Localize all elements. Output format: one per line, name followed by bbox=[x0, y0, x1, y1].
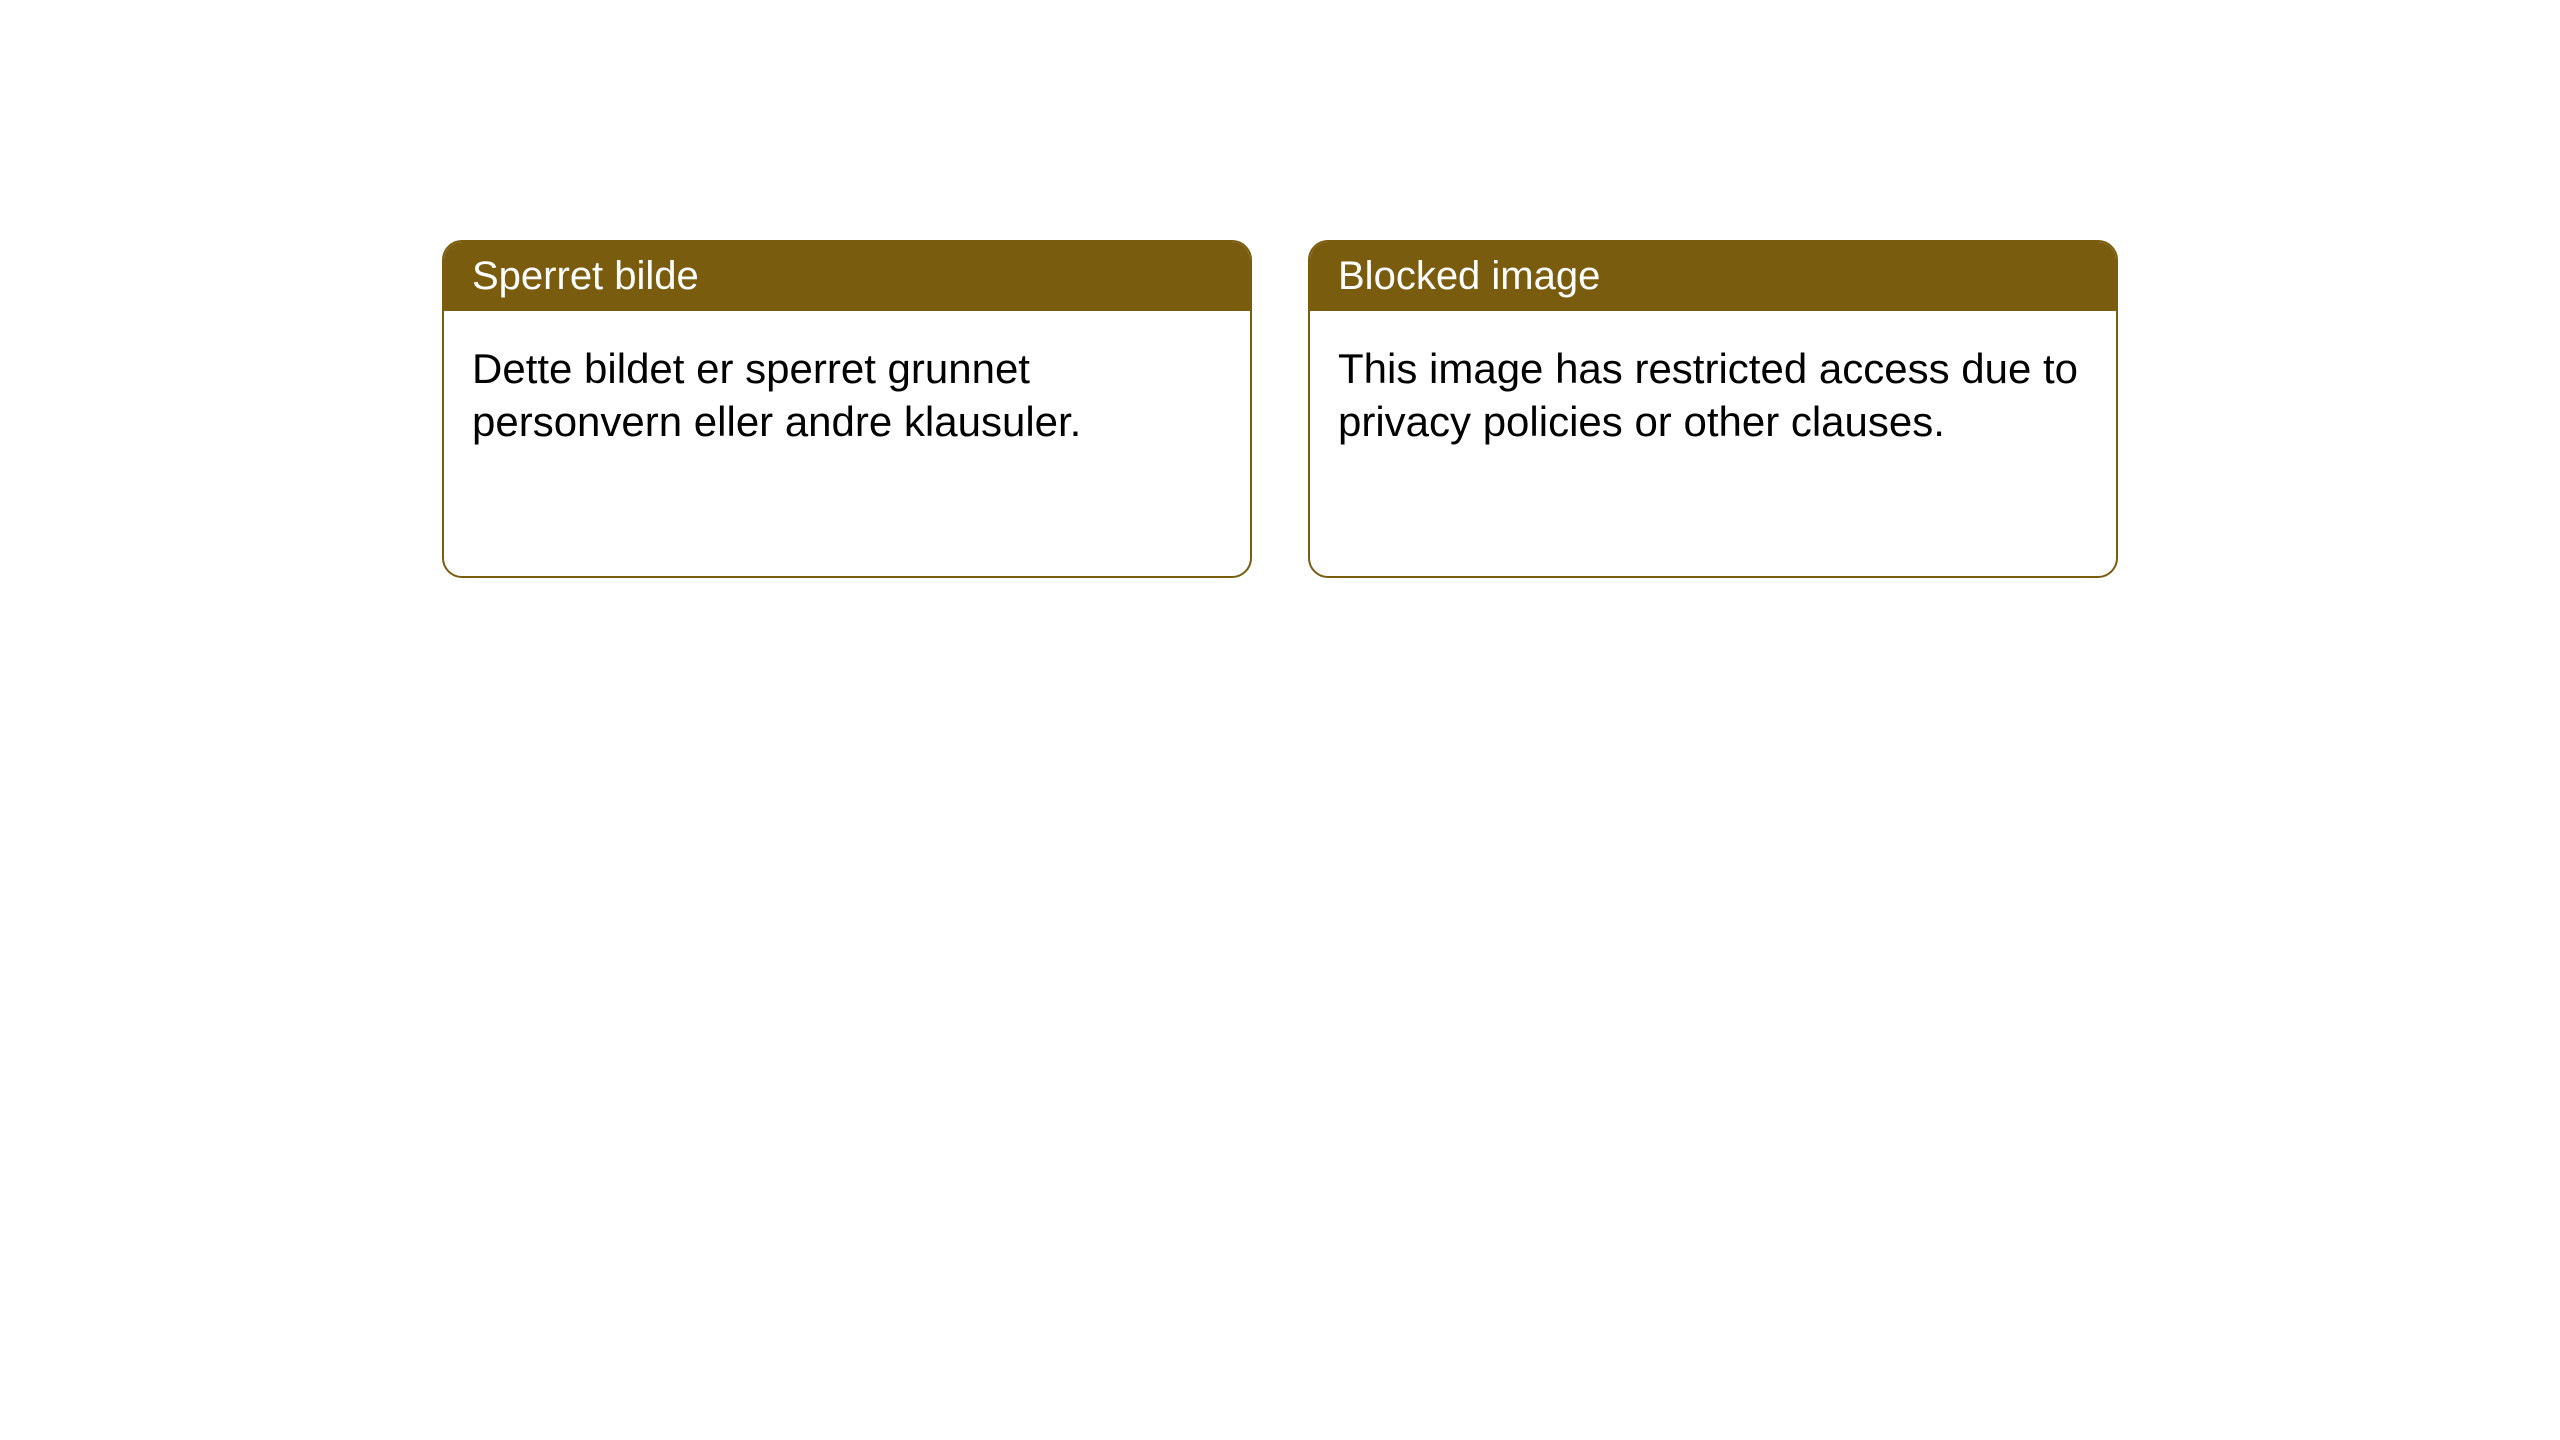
notice-card-norwegian: Sperret bilde Dette bildet er sperret gr… bbox=[442, 240, 1252, 578]
notice-card-header: Sperret bilde bbox=[444, 242, 1250, 311]
notice-card-body: This image has restricted access due to … bbox=[1310, 311, 2116, 480]
notice-card-header: Blocked image bbox=[1310, 242, 2116, 311]
notice-cards-container: Sperret bilde Dette bildet er sperret gr… bbox=[442, 240, 2118, 1440]
notice-card-english: Blocked image This image has restricted … bbox=[1308, 240, 2118, 578]
notice-card-body: Dette bildet er sperret grunnet personve… bbox=[444, 311, 1250, 480]
